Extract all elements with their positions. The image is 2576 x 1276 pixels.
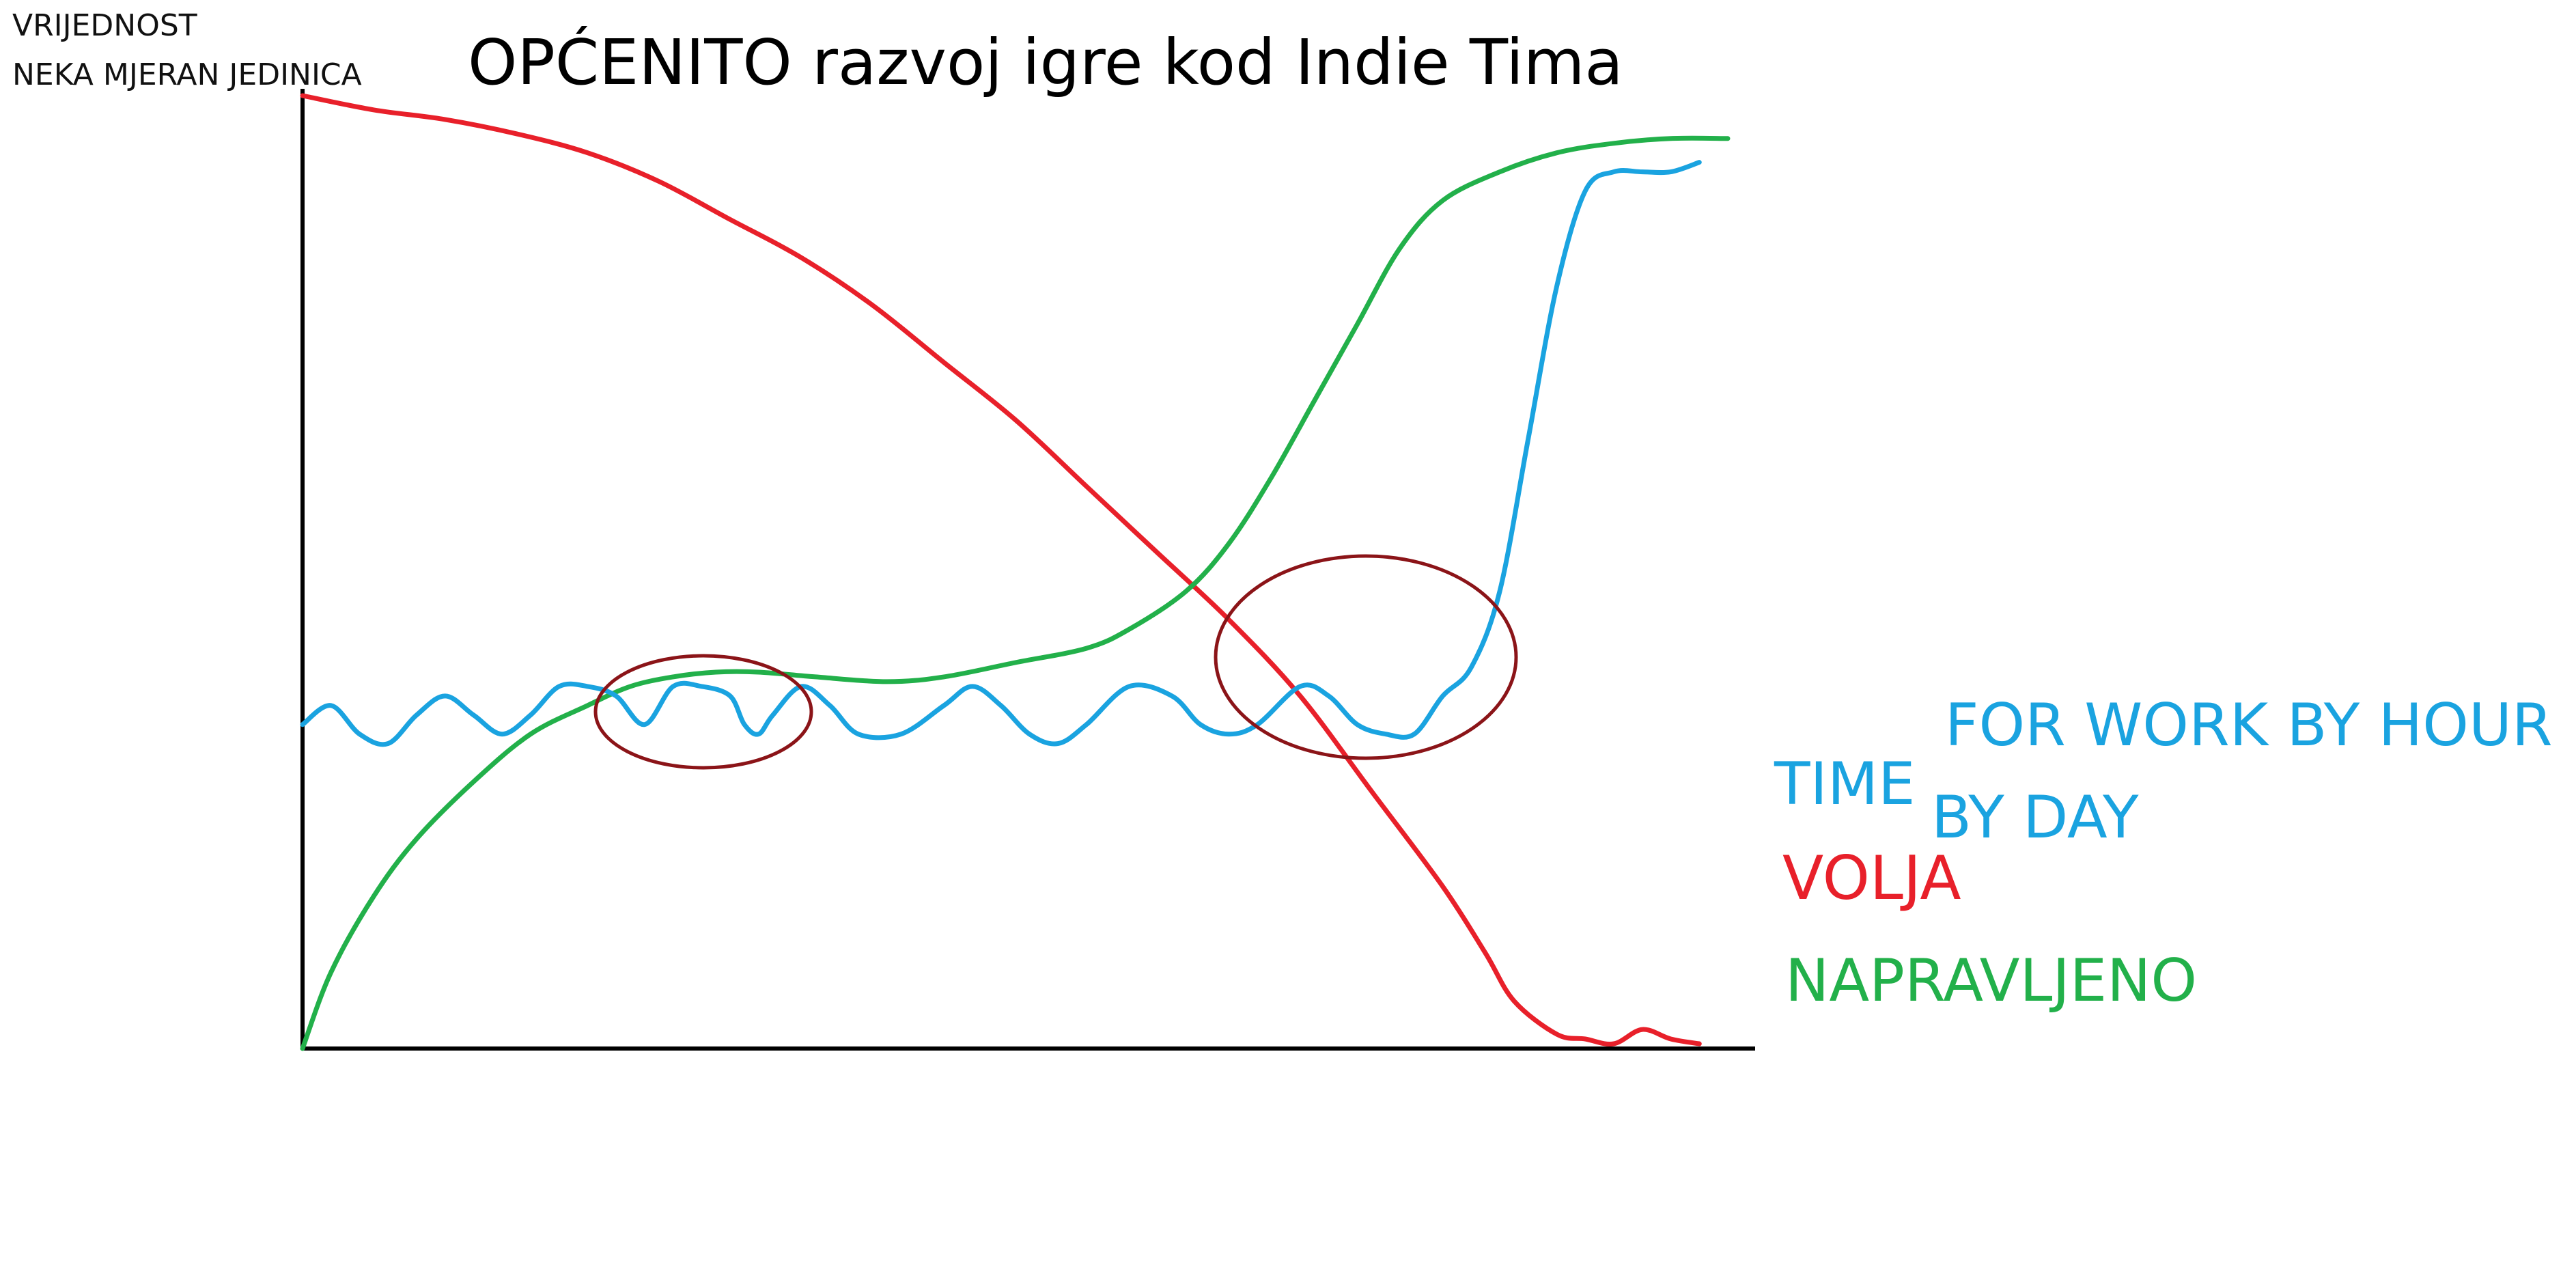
- legend-for-work-by-hour: FOR WORK BY HOUR: [1945, 691, 2553, 760]
- y-axis-label-line-1: VRIJEDNOST: [12, 8, 197, 43]
- legend-volja: VOLJA: [1782, 843, 1961, 913]
- legend-time: TIME: [1774, 750, 1916, 818]
- series-line-1: [300, 93, 1702, 1046]
- y-axis-label-line-2: NEKA MJERAN JEDINICA: [12, 57, 362, 92]
- highlight-ellipse-2: [1214, 554, 1518, 760]
- legend-by-day: BY DAY: [1931, 783, 2139, 852]
- highlight-ellipse-1: [593, 654, 813, 770]
- legend-napravljeno: NAPRAVLJENO: [1785, 947, 2198, 1015]
- chart-title: OPĆENITO razvoj igre kod Indie Tima: [468, 26, 1623, 99]
- series-line-2: [300, 135, 1731, 1051]
- series-line-3: [300, 160, 1702, 747]
- series-layer: [300, 93, 1731, 1051]
- annotation-layer: [593, 554, 1518, 770]
